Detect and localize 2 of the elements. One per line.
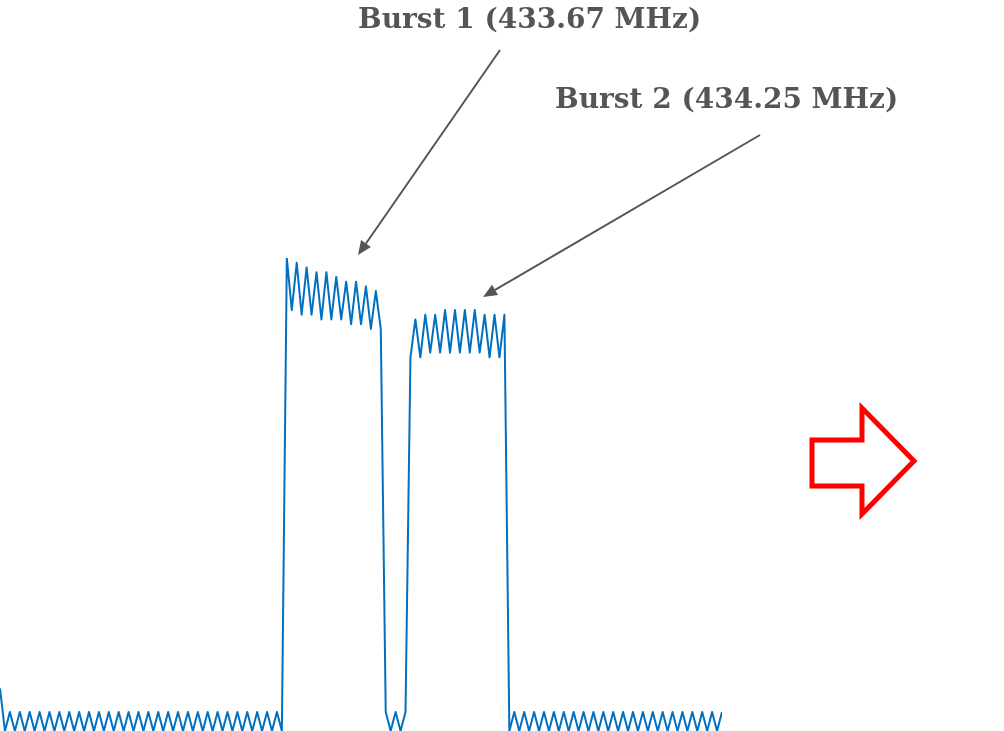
text: Burst 2 (434.25 MHz) [555, 82, 899, 115]
text: Burst 1 (433.67 MHz) [358, 2, 702, 35]
